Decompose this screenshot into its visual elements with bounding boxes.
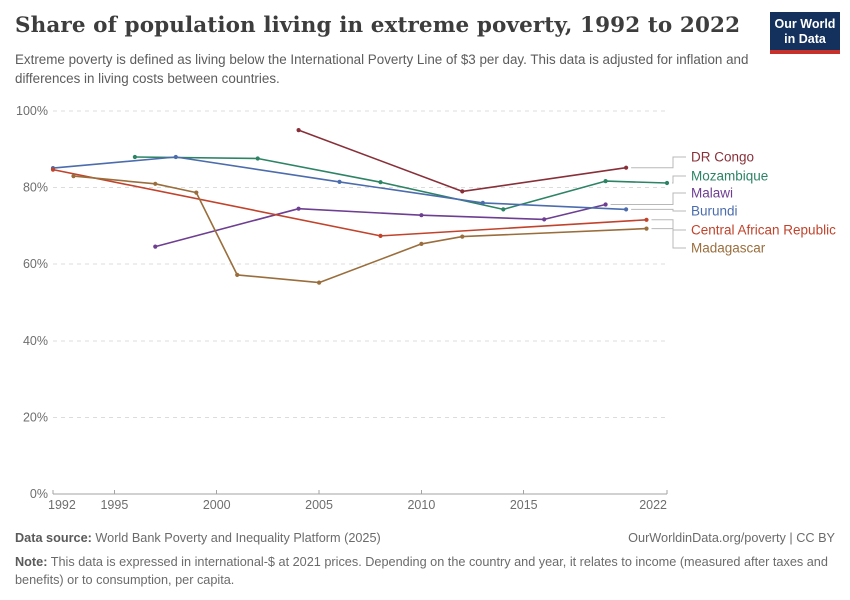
data-source-label: Data source: — [15, 531, 92, 545]
series-point-mozambique-2008 — [378, 180, 383, 185]
series-point-malawi-2019 — [603, 202, 608, 207]
license-link[interactable]: OurWorldinData.org/poverty | CC BY — [628, 531, 835, 545]
entity-label-burundi[interactable]: Burundi — [691, 204, 738, 219]
x-tick-label-2010: 2010 — [407, 498, 435, 512]
note-label: Note: — [15, 555, 48, 569]
x-tick-label-2000: 2000 — [203, 498, 231, 512]
series-point-madagascar-1997 — [153, 181, 158, 186]
series-point-mozambique-2022 — [664, 180, 670, 186]
series-point-dr-congo-2012 — [460, 189, 465, 194]
page-title: Share of population living in extreme po… — [15, 13, 741, 38]
series-point-burundi-1998 — [173, 154, 178, 160]
series-line-central-african-republic — [52, 168, 648, 237]
series-point-mozambique-2002 — [255, 156, 260, 161]
x-tick-label-2015: 2015 — [510, 498, 538, 512]
label-connector-mozambique — [672, 175, 686, 184]
series-point-dr-congo-2020 — [624, 165, 629, 170]
owid-logo-line2: in Data — [784, 31, 826, 46]
y-tick-label-80: 80% — [23, 181, 48, 195]
series-point-madagascar-1993 — [71, 174, 76, 179]
series-point-central-african-republic-2008 — [378, 233, 383, 238]
entity-label-malawi[interactable]: Malawi — [691, 186, 733, 201]
entity-label-central-african-republic[interactable]: Central African Republic — [691, 223, 836, 238]
owid-logo: Our World in Data — [770, 12, 840, 54]
series-point-madagascar-2021 — [644, 226, 649, 231]
series-point-madagascar-2012 — [460, 234, 465, 239]
series-line-madagascar — [72, 175, 648, 284]
label-connector-dr-congo — [631, 156, 686, 169]
x-tick-label-2005: 2005 — [305, 498, 333, 512]
entity-label-mozambique[interactable]: Mozambique — [691, 169, 768, 184]
series-point-burundi-2013 — [480, 200, 485, 205]
label-connector-madagascar — [651, 228, 686, 249]
series-line-mozambique — [134, 156, 668, 211]
label-connector-malawi — [610, 192, 686, 205]
y-tick-label-0: 0% — [30, 487, 48, 501]
entity-label-madagascar[interactable]: Madagascar — [691, 241, 766, 256]
x-tick-label-1992: 1992 — [48, 498, 76, 512]
y-tick-label-100: 100% — [16, 104, 48, 118]
series-point-central-african-republic-2021 — [644, 217, 649, 222]
line-chart: 0% 20% 40% 60% 80% 100% 1992 1995 2000 2005 2010 20… — [16, 104, 836, 512]
label-connector-burundi — [631, 208, 686, 212]
series-point-malawi-2016 — [542, 217, 547, 222]
x-tick-label-2022: 2022 — [639, 498, 667, 512]
series-point-mozambique-2014 — [501, 207, 506, 212]
y-tick-label-60: 60% — [23, 257, 48, 271]
series-point-burundi-2006 — [337, 179, 342, 184]
y-tick-label-40: 40% — [23, 334, 48, 348]
data-source-text: World Bank Poverty and Inequality Platfo… — [95, 531, 381, 545]
series-point-mozambique-1996 — [132, 154, 137, 160]
series-point-madagascar-1999 — [194, 190, 199, 195]
data-source: Data source: World Bank Poverty and Ineq… — [15, 531, 381, 545]
chart-subtitle: Extreme poverty is defined as living bel… — [15, 52, 749, 87]
series-point-malawi-2004 — [296, 206, 301, 211]
series-point-mozambique-2019 — [603, 179, 608, 184]
series-point-madagascar-2010 — [419, 241, 424, 246]
label-connector-central-african-republic — [651, 219, 686, 231]
series-point-madagascar-2001 — [235, 272, 240, 277]
series-line-malawi — [154, 203, 607, 248]
note-text: This data is expressed in international-… — [15, 555, 828, 588]
series-point-malawi-1997 — [153, 244, 158, 249]
series-point-dr-congo-2004 — [296, 128, 301, 133]
x-tick-label-1995: 1995 — [100, 498, 128, 512]
chart-note: Note: This data is expressed in internat… — [15, 553, 837, 589]
series-point-burundi-2020 — [624, 207, 629, 212]
y-tick-label-20: 20% — [23, 410, 48, 424]
series-point-malawi-2010 — [419, 213, 424, 218]
owid-logo-line1: Our World — [774, 17, 836, 31]
series-line-dr-congo — [297, 129, 627, 193]
entity-label-dr-congo[interactable]: DR Congo — [691, 150, 754, 165]
series-point-central-african-republic-1992 — [50, 167, 56, 172]
series-point-madagascar-2005 — [317, 280, 322, 285]
